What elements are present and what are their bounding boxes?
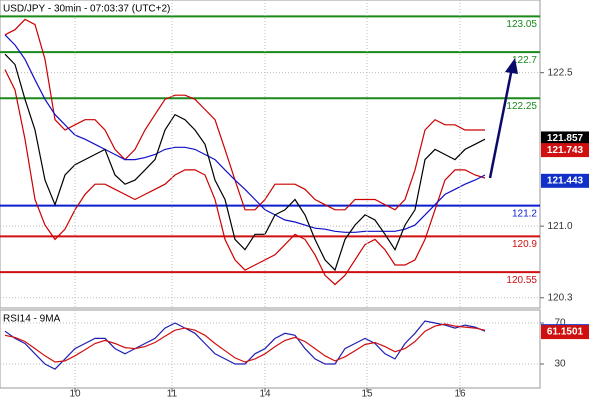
y-tick-label: 121.0 [547, 221, 572, 232]
x-tick-label: 15 [361, 389, 373, 400]
level-label: 120.55 [506, 275, 537, 286]
level-label: 123.05 [506, 19, 537, 30]
price-box [541, 325, 589, 340]
panel-title: RSI14 - 9MA [3, 314, 61, 325]
x-tick-label: 16 [454, 389, 466, 400]
level-label: 120.9 [512, 239, 537, 250]
level-label: 122.25 [506, 101, 537, 112]
panel-title: USD/JPY - 30min - 07:03:37 (UTC+2) [3, 4, 170, 15]
x-tick-label: 14 [259, 389, 271, 400]
rsi-panel [0, 309, 541, 389]
main-panel [0, 0, 541, 309]
arrow-head [505, 58, 518, 74]
x-tick-label: 10 [69, 389, 81, 400]
y-tick-label: 30 [554, 359, 566, 370]
y-tick-label: 120.3 [547, 292, 572, 303]
y-tick-label: 122.5 [547, 67, 572, 78]
price-box-label: 121.743 [547, 145, 584, 156]
price-box-label: 61.1501 [547, 327, 584, 338]
price-box-label: 121.443 [547, 175, 584, 186]
x-tick-label: 11 [167, 389, 178, 400]
series-line [4, 34, 486, 233]
level-label: 122.7 [512, 55, 537, 66]
y-tick-label: 70 [554, 318, 566, 329]
series-line [4, 323, 486, 363]
series-line [4, 53, 486, 272]
price-box [541, 143, 589, 158]
price-box [541, 173, 589, 188]
level-label: 121.2 [512, 208, 537, 219]
price-box-label: 121.857 [547, 133, 584, 144]
series-line [4, 320, 486, 370]
series-line [4, 69, 486, 286]
series-line [4, 18, 485, 211]
forecast-arrow [488, 67, 514, 179]
price-box [541, 131, 589, 146]
